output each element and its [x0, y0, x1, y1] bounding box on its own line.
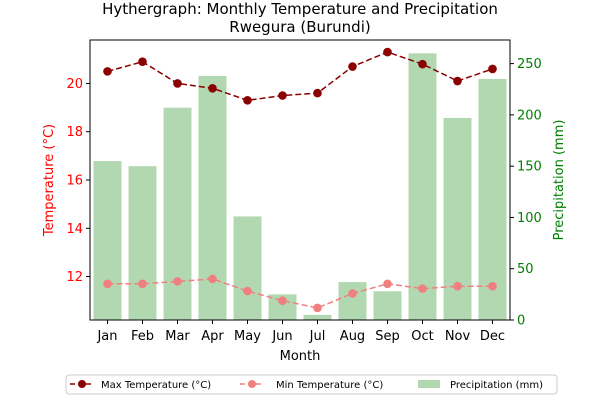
- x-axis-label: Month: [280, 349, 321, 364]
- max-temperature-point-dec: [488, 64, 497, 74]
- legend-marker-max-temperature: [78, 380, 86, 388]
- min-temperature-point-apr: [208, 274, 217, 284]
- legend-item-precipitation: Precipitation (mm): [418, 380, 543, 391]
- y-axis-right-label: Precipitation (mm): [552, 120, 567, 241]
- precip-bar-sep: [373, 291, 402, 320]
- y-right-tick-label-200: 200: [517, 108, 542, 123]
- x-tick-label-dec: Dec: [480, 329, 505, 344]
- precip-bar-apr: [198, 75, 227, 321]
- max-temperature-point-mar: [173, 79, 182, 88]
- min-temperature-point-dec: [488, 281, 497, 291]
- min-temperature-point-mar: [173, 277, 182, 286]
- x-tick-label-jan: Jan: [96, 329, 117, 344]
- legend-label-max-temperature: Max Temperature (°C): [101, 380, 211, 391]
- y-left-tick-label-16: 16: [66, 174, 83, 189]
- max-temperature-point-may: [243, 96, 252, 105]
- precip-bar-jan: [93, 161, 122, 320]
- legend-frame: [65, 374, 558, 395]
- x-tick-label-feb: Feb: [131, 329, 154, 344]
- legend: Max Temperature (°C) Min Temperature (°C…: [65, 374, 558, 395]
- max-temperature-point-nov: [453, 76, 462, 86]
- y-right-tick-label-50: 50: [517, 262, 534, 277]
- y-right-tick-label-150: 150: [517, 160, 542, 175]
- x-tick-label-aug: Aug: [340, 329, 365, 344]
- y-axis-right: 0 50 100 150 200 250: [510, 57, 542, 329]
- max-temperature-point-aug: [348, 62, 357, 71]
- max-temperature-point-feb: [138, 57, 147, 67]
- y-right-tick-label-250: 250: [517, 57, 542, 72]
- min-temperature-point-feb: [138, 279, 147, 289]
- precip-bar-jul: [303, 314, 332, 320]
- y-axis-left-label: Temperature (°C): [42, 124, 57, 237]
- legend-label-precipitation: Precipitation (mm): [450, 380, 543, 391]
- x-axis: Jan Feb Mar Apr May Jun Jul Aug Sep Oct Nov Dec: [96, 320, 505, 344]
- precipitation-bars: [93, 53, 507, 321]
- max-temperature-point-sep: [383, 47, 392, 57]
- min-temperature-point-nov: [453, 281, 462, 291]
- max-temperature-point-oct: [418, 59, 427, 69]
- max-temperature-point-jan: [103, 67, 112, 76]
- x-tick-label-may: May: [234, 329, 261, 344]
- y-left-tick-label-14: 14: [66, 222, 83, 237]
- min-temperature-point-may: [243, 286, 252, 296]
- precip-bar-feb: [128, 166, 157, 320]
- max-temperature-line: [107, 51, 493, 102]
- x-tick-label-jun: Jun: [271, 329, 292, 344]
- y-right-tick-label-100: 100: [517, 211, 542, 226]
- x-tick-label-sep: Sep: [375, 329, 400, 344]
- y-left-tick-label-20: 20: [66, 77, 83, 92]
- y-right-tick-label-0: 0: [517, 314, 525, 329]
- x-tick-label-mar: Mar: [165, 329, 190, 344]
- min-temperature-point-jun: [278, 296, 287, 305]
- legend-item-min-temperature: Min Temperature (°C): [240, 380, 383, 391]
- precip-bar-dec: [478, 78, 507, 320]
- temperature-lines: [103, 47, 497, 313]
- legend-item-max-temperature: Max Temperature (°C): [70, 380, 211, 391]
- y-axis-left: 12 14 16 18 20: [66, 77, 90, 285]
- precip-bar-mar: [163, 107, 192, 320]
- x-tick-label-apr: Apr: [201, 329, 224, 344]
- max-temperature-point-jul: [313, 88, 322, 98]
- x-tick-label-nov: Nov: [445, 329, 471, 344]
- min-temperature-point-jul: [313, 303, 322, 313]
- precip-bar-aug: [338, 282, 367, 320]
- min-temperature-point-sep: [383, 279, 392, 289]
- max-temperature-point-apr: [208, 83, 217, 93]
- min-temperature-point-aug: [348, 289, 357, 298]
- chart-subtitle: Rwegura (Burundi): [229, 18, 370, 36]
- precip-bar-oct: [408, 53, 437, 320]
- min-temperature-line: [107, 278, 493, 309]
- legend-swatch-precipitation: [418, 380, 440, 388]
- y-left-tick-label-18: 18: [66, 125, 83, 140]
- legend-label-min-temperature: Min Temperature (°C): [276, 380, 383, 391]
- min-temperature-point-jan: [103, 279, 112, 289]
- min-temperature-point-oct: [418, 284, 427, 293]
- x-tick-label-jul: Jul: [309, 329, 326, 344]
- y-left-tick-label-12: 12: [66, 270, 83, 285]
- x-tick-label-oct: Oct: [411, 329, 433, 344]
- chart-title: Hythergraph: Monthly Temperature and Pre…: [102, 0, 498, 18]
- legend-marker-min-temperature: [248, 380, 256, 388]
- max-temperature-point-jun: [278, 91, 287, 100]
- precip-bar-may: [233, 216, 262, 320]
